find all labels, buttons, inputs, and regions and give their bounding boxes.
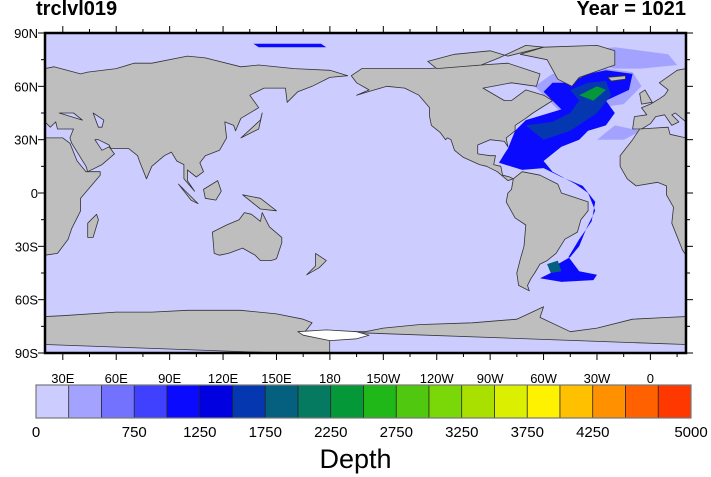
lake-caspian [92,112,105,128]
tracer-region-east [597,125,642,140]
lon-label: 150W [366,371,401,386]
tracer-region-subpolar [0,69,1,113]
colorbar-label: 3750 [511,424,544,441]
colorbar-box [35,384,70,419]
lat-label: 0 [31,186,38,201]
lake-black-sea [58,112,83,121]
land-eurasia [632,68,686,130]
colorbar-box [166,384,201,419]
longitude-labels: 30E 60E 90E 120E 150E 180 150W 120W 90W 60W 30W 0 [51,371,654,386]
tracer-region-arctic-streak [253,43,327,48]
lon-label: 0 [647,371,654,386]
plot-title: trclvl019 [36,0,118,20]
land-africa [45,137,101,256]
colorbar-box [297,384,332,419]
colorbar-box [526,384,561,419]
land-sumatra [178,183,199,205]
colorbar-frame [35,384,692,419]
land-iceland [607,75,626,82]
lat-label: 30N [14,133,38,148]
colorbar-box [363,384,397,419]
colorbar-box [395,384,430,419]
colorbar-label: 1250 [183,424,216,441]
land-south-america [505,171,589,292]
land-africa [619,126,686,256]
lat-label: 90S [15,346,38,361]
tracer-region-arctic [0,47,36,68]
land-britain [639,89,653,105]
colorbar-box [625,384,659,419]
colorbar-box [592,384,626,419]
land-japan [240,112,263,139]
colorbar-box [199,384,233,419]
land-greenland [520,45,616,87]
colorbar-label: 0 [32,424,40,441]
colorbar-box [494,384,528,419]
land-arctic-islands [427,45,544,69]
lon-label: 90W [477,371,504,386]
ross-ice-shelf [297,329,370,342]
lake-black-sea [700,113,711,120]
colorbar-label: 4250 [576,424,609,441]
colorbar-box [657,384,692,419]
colorbar-box [264,384,299,419]
lat-label: 60S [15,293,38,308]
tracer-region-east [0,125,1,139]
lon-label: 120W [420,371,455,386]
colorbar-box [232,384,266,419]
land-eurasia [45,55,349,192]
land-madagascar [87,213,99,238]
lat-label: 90N [14,26,38,41]
colorbar-box [559,384,594,419]
colorbar-labels: 0 750 1250 1750 2250 2750 3250 3750 4250 5000 [32,424,708,441]
lon-label: 180 [319,371,341,386]
land-britain [0,90,11,104]
land-borneo [203,180,222,201]
lon-label: 30W [584,371,611,386]
colorbar-label: 750 [122,424,147,441]
tracer-region-green [579,86,606,101]
land-antarctica [329,306,686,345]
colorbar-label: 1750 [249,424,282,441]
axis-ticks [38,26,693,360]
tracer-region-atlantic [499,70,633,282]
year-label: Year = 1021 [576,0,686,20]
land-north-america [350,62,553,182]
lon-label: 60E [105,371,128,386]
lat-label: 60N [14,79,38,94]
colorbar-label: 2250 [314,424,347,441]
lon-label: 60W [530,371,557,386]
latitude-labels: 90N 60N 30N 0 30S 60S 90S [14,26,38,361]
colorbar-box [101,384,135,419]
colorbar-box [68,384,102,419]
colorbar [35,384,692,419]
land-australia [211,212,283,262]
land-new-guinea [242,194,277,212]
colorbar-label: 3250 [445,424,478,441]
lon-label: 30E [51,371,74,386]
map-area [0,33,711,353]
colorbar-title: Depth [319,444,392,474]
colorbar-label: 5000 [674,424,707,441]
lon-label: 150E [261,371,292,386]
lon-label: 90E [158,371,181,386]
colorbar-box [428,384,463,419]
lat-label: 30S [15,239,38,254]
colorbar-box [461,384,495,419]
land-new-zealand [306,252,327,276]
colorbar-box [330,384,364,419]
tracer-region-south [547,260,562,273]
lon-label: 120E [208,371,239,386]
colorbar-label: 2750 [380,424,413,441]
colorbar-box [133,384,168,419]
